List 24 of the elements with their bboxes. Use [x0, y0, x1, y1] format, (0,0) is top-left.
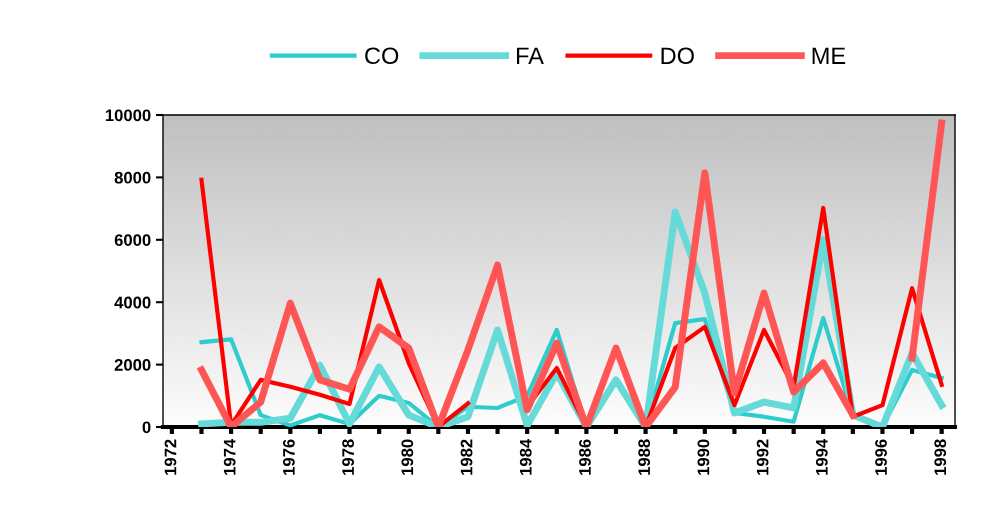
- x-tick-label: 1988: [638, 439, 651, 475]
- x-tick-label: 1984: [519, 438, 532, 475]
- y-tick-label: 8000: [114, 171, 151, 184]
- y-tick-label: 0: [142, 421, 151, 434]
- legend-label: CO: [365, 47, 399, 65]
- x-tick-label: 1980: [401, 439, 414, 475]
- legend-label: FA: [516, 47, 544, 64]
- x-tick-label: 1990: [697, 439, 710, 475]
- y-tick-label: 6000: [114, 234, 151, 246]
- x-tick-label: 1974: [223, 438, 236, 475]
- legend-label: ME: [812, 47, 846, 64]
- x-tick-label: 1986: [579, 439, 591, 475]
- x-tick-label: 1996: [875, 439, 887, 475]
- y-tick-label: 4000: [114, 296, 151, 309]
- y-tick-label: 10000: [105, 109, 151, 122]
- x-tick-label: 1982: [460, 439, 473, 475]
- x-tick-label: 1978: [342, 439, 354, 475]
- y-tick-label: 2000: [114, 359, 151, 371]
- legend-label: DO: [661, 47, 694, 65]
- x-tick-label: 1972: [164, 439, 177, 475]
- x-tick-label: 1992: [756, 439, 769, 475]
- x-tick-label: 1994: [815, 438, 828, 475]
- x-tick-label: 1976: [282, 439, 295, 475]
- x-tick-label: 1998: [934, 439, 947, 475]
